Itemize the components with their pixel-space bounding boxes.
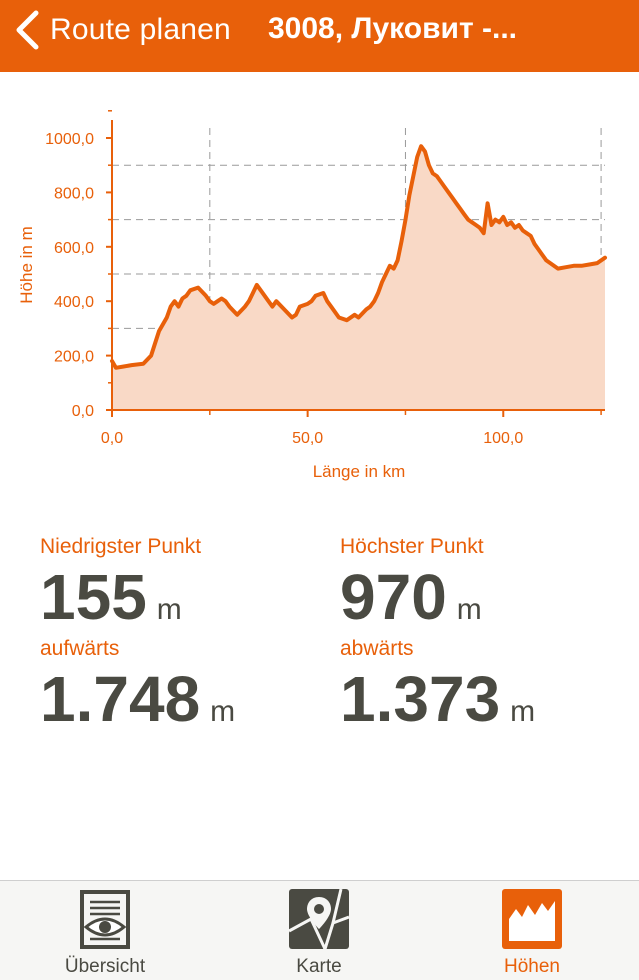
back-button-label: Route planen xyxy=(50,13,231,46)
x-tick-label: 100,0 xyxy=(483,430,523,447)
tab-overview[interactable]: Übersicht xyxy=(25,881,185,980)
y-tick-label: 0,0 xyxy=(72,403,94,420)
stat-descent: abwärts 1.373 m xyxy=(340,637,535,731)
tab-overview-label: Übersicht xyxy=(64,956,146,977)
stat-lowest-label: Niedrigster Punkt xyxy=(40,535,202,558)
tab-elevation[interactable]: Höhen xyxy=(452,881,612,980)
stat-descent-unit: m xyxy=(510,695,536,728)
y-axis-label: Höhe in m xyxy=(17,226,36,303)
x-axis-label: Länge in km xyxy=(313,462,406,481)
x-tick-label: 50,0 xyxy=(292,430,323,447)
stat-ascent-value: 1.748 xyxy=(40,663,201,735)
stat-lowest: Niedrigster Punkt 155 m xyxy=(40,535,201,629)
stat-ascent: aufwärts 1.748 m xyxy=(40,637,235,731)
tab-elevation-label: Höhen xyxy=(504,956,560,977)
overview-eye-icon xyxy=(77,889,133,956)
tab-map-label: Karte xyxy=(296,956,342,977)
stat-lowest-value-row: 155 m xyxy=(40,565,201,629)
elevation-chart-svg: 0,0 200,0 400,0 600,0 800,0 1000,0 0,0 50,0 100,… xyxy=(17,110,607,481)
stat-lowest-value: 155 xyxy=(40,561,147,633)
stat-highest: Höchster Punkt 970 m xyxy=(340,535,484,629)
stat-highest-label: Höchster Punkt xyxy=(340,535,484,558)
elevation-line xyxy=(110,144,607,370)
y-tick-label: 400,0 xyxy=(54,294,94,311)
navigation-bar: Route planen 3008, Луковит -... xyxy=(0,0,639,72)
tab-bar: Übersicht Karte Höhen xyxy=(0,880,639,980)
elevation-chart: 0,0 200,0 400,0 600,0 800,0 1000,0 0,0 50,0 100,… xyxy=(0,110,639,490)
stat-descent-label: abwärts xyxy=(340,637,414,660)
stat-highest-value: 970 xyxy=(340,561,447,633)
y-tick-label: 800,0 xyxy=(54,185,94,202)
y-tick-label: 600,0 xyxy=(54,240,94,257)
y-tick-label: 200,0 xyxy=(54,349,94,366)
stat-ascent-value-row: 1.748 m xyxy=(40,667,235,731)
tab-map[interactable]: Karte xyxy=(239,881,399,980)
stat-descent-value: 1.373 xyxy=(340,663,501,735)
y-tick-label: 1000,0 xyxy=(45,131,94,148)
x-tick-label: 0,0 xyxy=(101,430,123,447)
map-pin-icon xyxy=(288,888,350,956)
elevation-area-fill xyxy=(112,146,605,410)
back-button[interactable]: Route planen xyxy=(14,8,231,52)
stat-descent-value-row: 1.373 m xyxy=(340,667,535,731)
page-title: 3008, Луковит -... xyxy=(268,12,517,45)
stat-highest-unit: m xyxy=(456,593,482,626)
chevron-left-icon xyxy=(14,10,40,50)
stat-ascent-unit: m xyxy=(210,695,236,728)
stat-ascent-label: aufwärts xyxy=(40,637,120,660)
stat-highest-value-row: 970 m xyxy=(340,565,484,629)
stat-lowest-unit: m xyxy=(156,593,182,626)
elevation-profile-icon xyxy=(502,889,562,956)
